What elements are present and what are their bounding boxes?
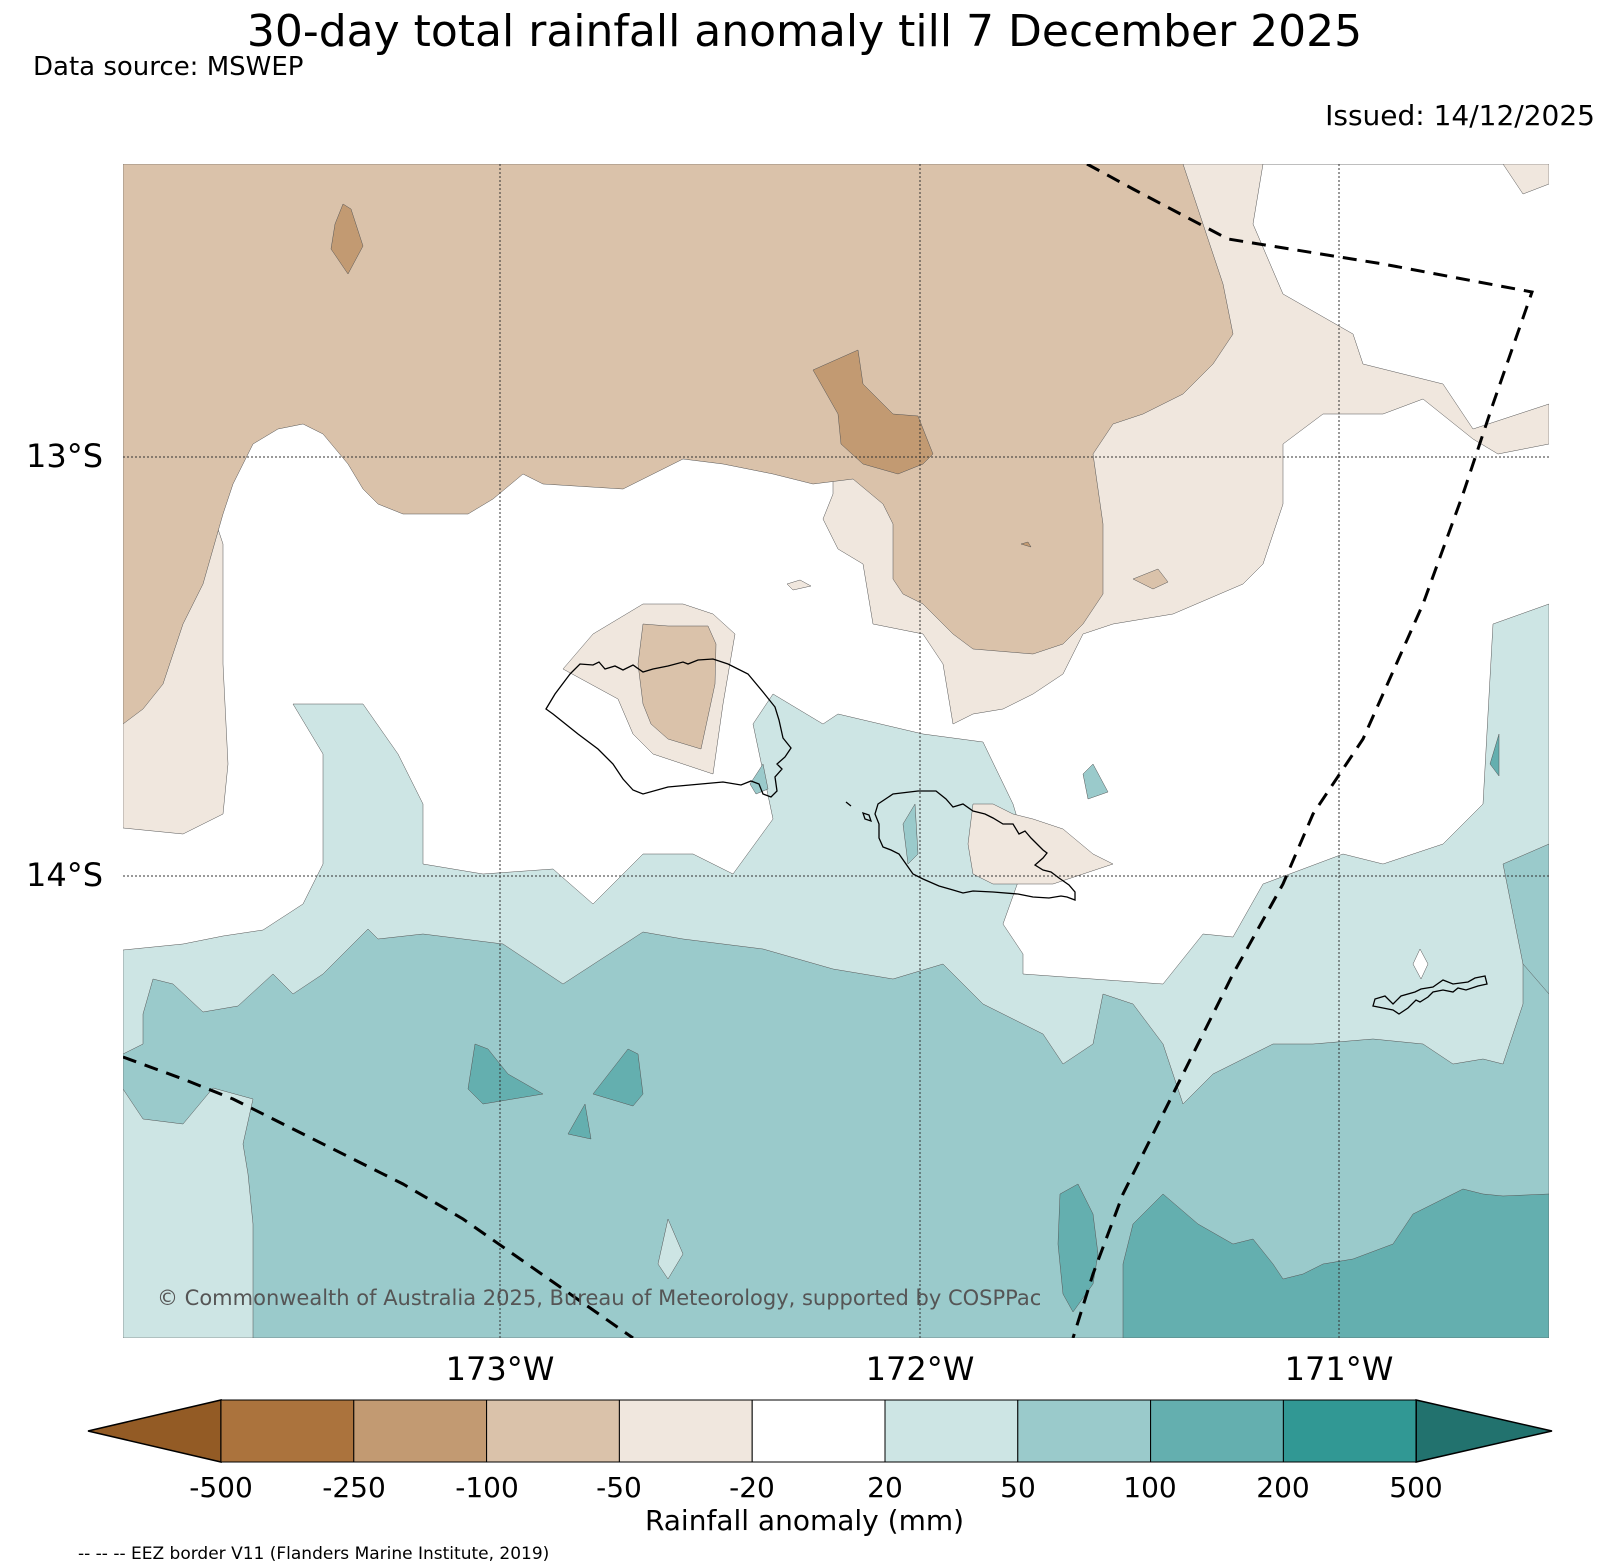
colorbar-tick: -20 <box>729 1471 775 1504</box>
lon-label-172w: 172°W <box>865 1350 975 1388</box>
eez-legend-note: -- -- -- EEZ border V11 (Flanders Marine… <box>78 1544 550 1564</box>
lon-label-171w: 171°W <box>1284 1350 1394 1388</box>
upolu-coastline <box>874 790 1076 901</box>
colorbar-tick: 50 <box>1000 1471 1036 1504</box>
contour-100-200-se <box>1122 1188 1549 1338</box>
contour-minus20-minus50-patch <box>786 579 812 591</box>
eez-border-north <box>1071 164 1534 1338</box>
lat-label-13s: 13°S <box>26 437 104 475</box>
contour-50-100 <box>123 843 1549 1338</box>
contour-minus50-minus100 <box>123 164 1234 725</box>
lon-label-173w: 173°W <box>445 1350 555 1388</box>
savaii-coastline <box>545 658 792 798</box>
colorbar-tick: 100 <box>1123 1471 1177 1504</box>
contour-100-200-patch <box>567 1103 592 1140</box>
contour-100-200-patch <box>592 1048 644 1107</box>
colorbar-segment <box>486 1399 620 1463</box>
colorbar-segment <box>220 1399 355 1463</box>
colorbar-tick: -250 <box>322 1471 386 1504</box>
contour-50-100-patch <box>902 803 919 865</box>
colorbar-segment <box>751 1399 886 1463</box>
contour-minus100-minus250 <box>330 203 364 275</box>
colorbar-segment <box>1150 1399 1284 1463</box>
contour-50-100-patch <box>1082 763 1109 800</box>
colorbar-segment <box>884 1399 1019 1463</box>
eez-border-southwest <box>123 1055 634 1338</box>
contour-minus50-minus100-patch <box>1132 568 1169 590</box>
contour-white-patch <box>657 1218 684 1280</box>
colorbar-tick: -100 <box>455 1471 519 1504</box>
rainfall-anomaly-map <box>123 164 1549 1338</box>
colorbar-tick: 500 <box>1389 1471 1443 1504</box>
colorbar-segment <box>1017 1399 1152 1463</box>
contour-white-patch <box>1412 948 1429 980</box>
graticule <box>123 164 1549 1338</box>
contour-minus100-minus250 <box>1020 541 1032 548</box>
contour-100-200-patch <box>467 1043 544 1105</box>
issued-date: Issued: 14/12/2025 <box>1325 99 1595 132</box>
colorbar-extend-high <box>1415 1399 1553 1463</box>
lat-label-14s: 14°S <box>26 856 104 894</box>
contour-100-200-patch <box>1057 1183 1099 1313</box>
contour-minus50-minus100-patch <box>637 623 717 750</box>
colorbar-tick: -50 <box>596 1471 642 1504</box>
colorbar-segment <box>353 1399 488 1463</box>
colorbar-label: Rainfall anomaly (mm) <box>644 1504 965 1537</box>
contour-100-200-patch <box>1502 843 1549 995</box>
apolima-manono <box>845 801 873 823</box>
contour-100-200-patch <box>749 763 769 795</box>
tutuila-coastline <box>1372 975 1488 1015</box>
colorbar-segment <box>618 1399 753 1463</box>
contour-minus100-minus250 <box>812 349 934 475</box>
coastlines <box>545 658 1488 1015</box>
data-source: Data source: MSWEP <box>33 52 304 82</box>
eez-borders <box>123 164 1534 1338</box>
colorbar-tick: 200 <box>1256 1471 1310 1504</box>
colorbar <box>87 1399 1553 1463</box>
colorbar-extend-low <box>87 1399 222 1463</box>
copyright-notice: © Commonwealth of Australia 2025, Bureau… <box>157 1286 1042 1310</box>
colorbar-tick: 20 <box>867 1471 903 1504</box>
map-title: 30-day total rainfall anomaly till 7 Dec… <box>246 6 1363 57</box>
colorbar-tick: -500 <box>189 1471 253 1504</box>
colorbar-segment <box>1282 1399 1417 1463</box>
contour-100-200-patch <box>1489 733 1500 777</box>
